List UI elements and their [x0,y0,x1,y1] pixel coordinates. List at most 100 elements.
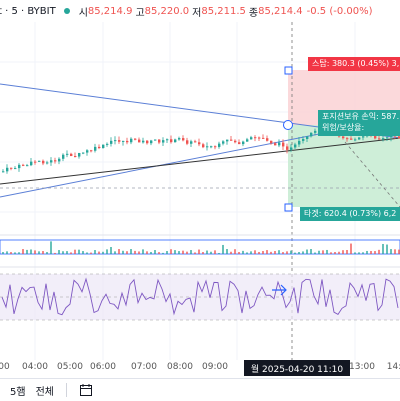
candle-body [78,152,81,157]
volume-bar [294,252,296,254]
volume-bar [178,251,180,254]
market-status-dot [63,8,70,14]
volume-bar [82,251,84,254]
volume-bar [186,251,188,254]
volume-bar [114,251,116,254]
candle-body [226,139,229,142]
candle-body [166,139,169,141]
volume-bar [282,252,284,254]
volume-bar [194,252,196,254]
close-label: 종 [248,7,259,19]
target-dashed-line [344,141,400,208]
volume-bar [166,251,168,254]
candle-body [246,139,249,142]
volume-bar [106,249,108,254]
candle-body [386,137,389,139]
time-tick: 07:00 [131,362,157,372]
trendline-black[interactable] [0,137,400,185]
divider [65,383,67,397]
candle-body [222,141,225,144]
candle-body [298,140,301,145]
candle-body [162,140,165,143]
volume-bar [286,251,288,254]
candle-body [70,153,73,157]
position-pnl-label: 포지션보유 손익: 587. 위험/보상율: [318,110,400,136]
volume-bar [30,249,32,254]
volume-bar [346,249,348,254]
volume-bar [270,251,272,254]
volume-bar [138,251,140,254]
price-chart[interactable] [0,22,400,360]
volume-bar [118,249,120,254]
candle-body [82,152,85,154]
volume-bar [94,250,96,254]
volume-bar [378,249,380,254]
candle-body [250,137,253,140]
candle-body [202,144,205,148]
candle-body [154,139,157,141]
volume-bar [62,251,64,254]
volume-bar [222,244,224,254]
volume-bar [14,252,16,254]
volume-bar [306,249,308,254]
volume-bar [314,252,316,254]
candle-body [290,147,293,150]
volume-bars [2,241,400,254]
candle-body [66,153,69,155]
candle-body [286,146,289,150]
time-tick: 05:00 [57,362,83,372]
candle-body [238,142,241,145]
volume-bar [42,251,44,254]
volume-bar [246,252,248,254]
timeframe-button[interactable]: 5햄 [10,386,26,398]
candle-body [230,139,233,141]
volume-bar [10,252,12,254]
candle-body [282,142,285,147]
risk-reward-text: 위험/보상율: [322,123,365,132]
candle-body [146,140,149,144]
all-range-button[interactable]: 전체 [35,386,54,398]
time-axis[interactable]: 00 04:00 05:00 06:00 07:00 08:00 09:00 1… [0,360,400,378]
time-tick: 08:00 [167,362,193,372]
calendar-range-icon[interactable] [79,383,93,397]
candle-body [218,143,221,147]
candle-body [34,161,37,163]
volume-bar [22,249,24,254]
volume-bar [354,252,356,254]
change-value: -0.5 (-0.00%) [306,5,373,17]
candle-body [42,160,45,164]
time-tick: 04:00 [22,362,48,372]
volume-bar [362,252,364,254]
volume-bar [382,243,384,254]
volume-bar [254,250,256,254]
volume-bar [210,251,212,254]
candle-body [174,139,177,143]
candle-body [362,136,365,138]
volume-bar [18,252,20,254]
volume-bar [218,252,220,254]
entry-handle[interactable] [283,120,293,130]
volume-bar [398,249,400,254]
target-label: 타겟: 620.4 (0.73%) 6,2 [300,207,400,221]
high-label: 고 [135,7,145,19]
volume-bar [302,251,304,254]
candle-body [374,135,377,139]
bottom-toolbar: 5햄 전체 [0,378,400,401]
target-handle[interactable] [284,203,293,212]
candle-body [314,130,317,133]
candle-body [170,139,173,143]
volume-bar [146,251,148,254]
volume-bar [386,244,388,254]
candle-body [30,161,33,166]
time-tick: 09:00 [202,362,228,372]
candle-body [90,150,93,152]
volume-bar [310,249,312,254]
symbol-label[interactable]: t · 5 · BYBIT [0,5,56,17]
volume-bar [158,252,160,254]
stop-handle[interactable] [284,66,293,75]
volume-bar [242,250,244,254]
time-tick: 13:00 [349,362,375,372]
crosshair-time-label: 월 2025-04-20 11:10 [244,360,350,376]
volume-bar [86,252,88,254]
candle-body [302,139,305,141]
